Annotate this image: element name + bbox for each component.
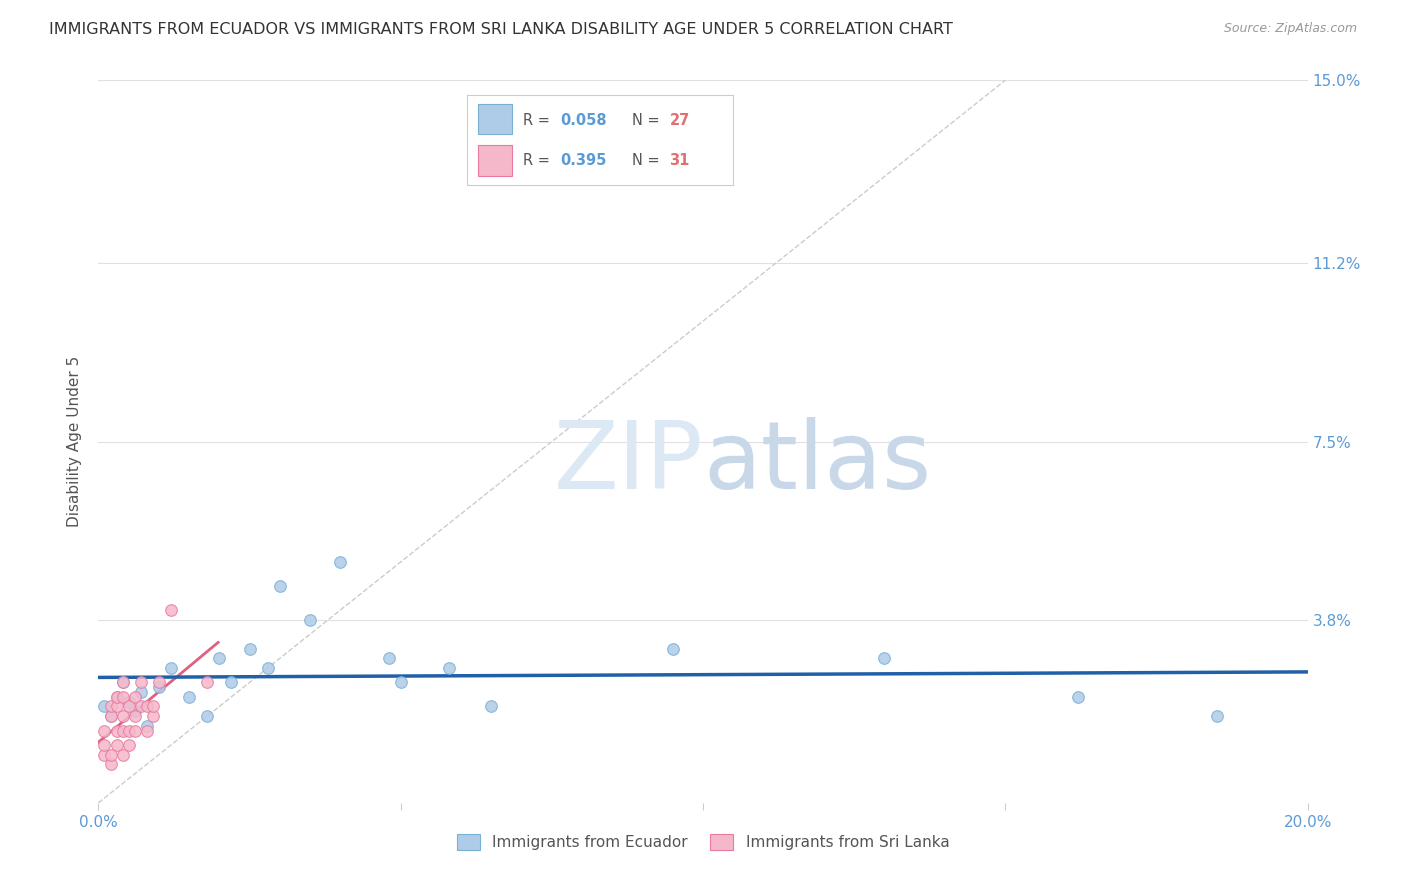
Point bbox=[118, 695, 141, 709]
Legend: Immigrants from Ecuador, Immigrants from Sri Lanka: Immigrants from Ecuador, Immigrants from… bbox=[450, 829, 956, 856]
Point bbox=[105, 690, 128, 704]
Point bbox=[111, 675, 134, 690]
Point bbox=[179, 690, 201, 704]
Point bbox=[148, 680, 170, 694]
Point bbox=[129, 675, 152, 690]
Point bbox=[124, 723, 146, 738]
Point bbox=[118, 699, 141, 714]
Point bbox=[129, 685, 152, 699]
Text: IMMIGRANTS FROM ECUADOR VS IMMIGRANTS FROM SRI LANKA DISABILITY AGE UNDER 5 CORR: IMMIGRANTS FROM ECUADOR VS IMMIGRANTS FR… bbox=[49, 22, 953, 37]
Point bbox=[124, 704, 146, 718]
Point bbox=[111, 747, 134, 762]
Text: Source: ZipAtlas.com: Source: ZipAtlas.com bbox=[1223, 22, 1357, 36]
Point bbox=[299, 613, 322, 627]
Point bbox=[377, 651, 399, 665]
Point bbox=[105, 699, 128, 714]
Point bbox=[111, 709, 134, 723]
Text: ZIP: ZIP bbox=[554, 417, 703, 509]
Point bbox=[124, 690, 146, 704]
Point bbox=[160, 603, 183, 617]
Point bbox=[135, 699, 157, 714]
Y-axis label: Disability Age Under 5: Disability Age Under 5 bbox=[67, 356, 83, 527]
Point bbox=[105, 723, 128, 738]
Point bbox=[93, 738, 115, 752]
Point bbox=[93, 723, 115, 738]
Point bbox=[221, 675, 243, 690]
Point bbox=[111, 723, 134, 738]
Point bbox=[148, 675, 170, 690]
Point bbox=[208, 651, 231, 665]
Point bbox=[111, 675, 134, 690]
Point bbox=[100, 709, 122, 723]
Point bbox=[111, 690, 134, 704]
Point bbox=[481, 699, 503, 714]
Point bbox=[389, 675, 412, 690]
Point bbox=[100, 747, 122, 762]
Point bbox=[661, 641, 683, 656]
Point bbox=[124, 709, 146, 723]
Point bbox=[142, 699, 165, 714]
Point bbox=[873, 651, 896, 665]
Point bbox=[195, 709, 218, 723]
Point bbox=[1067, 690, 1090, 704]
Text: atlas: atlas bbox=[703, 417, 931, 509]
Point bbox=[105, 690, 128, 704]
Point bbox=[239, 641, 262, 656]
Point bbox=[195, 675, 218, 690]
Point bbox=[142, 709, 165, 723]
Point bbox=[118, 738, 141, 752]
Point bbox=[93, 699, 115, 714]
Point bbox=[437, 661, 460, 675]
Point bbox=[160, 661, 183, 675]
Point bbox=[329, 555, 352, 569]
Point bbox=[269, 579, 291, 593]
Point bbox=[129, 699, 152, 714]
Point bbox=[1206, 709, 1229, 723]
Point bbox=[118, 723, 141, 738]
Point bbox=[135, 723, 157, 738]
Point bbox=[105, 738, 128, 752]
Point bbox=[135, 719, 157, 733]
Point bbox=[256, 661, 278, 675]
Point bbox=[93, 747, 115, 762]
Point bbox=[100, 709, 122, 723]
Point bbox=[100, 699, 122, 714]
Point bbox=[100, 757, 122, 772]
